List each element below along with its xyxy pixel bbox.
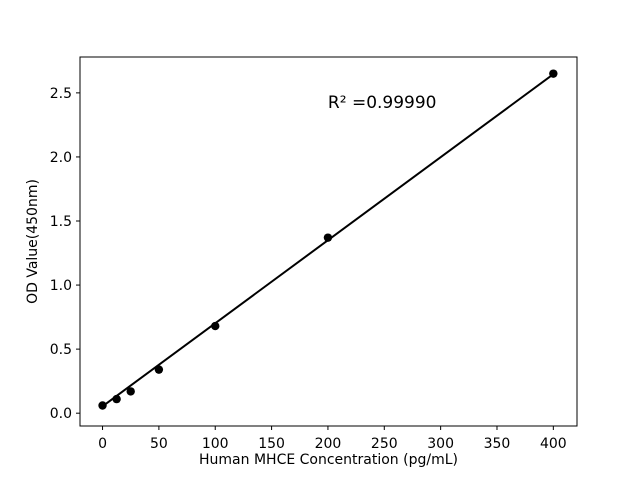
data-point [154, 365, 164, 374]
data-point [211, 321, 220, 331]
plot-frame [79, 56, 578, 427]
x-tick-label: 150 [258, 436, 285, 452]
data-point [126, 387, 135, 396]
data-point [112, 394, 121, 404]
y-axis-ticks: 0.0 0.5 1.0 1.5 2.0 2.5 [50, 86, 80, 422]
y-tick-label: 2.5 [50, 86, 72, 102]
x-tick-label: 250 [371, 436, 398, 452]
x-tick-label: 50 [150, 436, 168, 452]
y-tick-label: 0.5 [50, 342, 72, 358]
x-tick-label: 400 [540, 436, 567, 452]
x-tick-label: 200 [315, 436, 342, 452]
data-point [323, 233, 333, 242]
y-tick-label: 1.0 [50, 278, 72, 294]
y-tick-label: 0.0 [50, 406, 72, 422]
y-tick-label: 2.0 [50, 150, 72, 166]
x-tick-label: 100 [202, 436, 229, 452]
x-tick-label: 350 [484, 436, 511, 452]
annotation-layer: R² =0.99990 [328, 93, 437, 113]
data-series [98, 69, 558, 410]
y-axis-label: OD Value(450nm) [25, 179, 41, 304]
data-point [98, 401, 107, 410]
y-tick-label: 1.5 [50, 214, 72, 230]
x-tick-label: 300 [427, 436, 454, 452]
data-point [549, 69, 558, 78]
r-squared-annotation: R² =0.99990 [328, 93, 437, 113]
x-tick-label: 0 [98, 436, 107, 452]
x-axis-label: Human MHCE Concentration (pg/mL) [199, 452, 458, 468]
x-axis-ticks: 0 50 100 150 200 250 300 350 400 [98, 426, 567, 452]
